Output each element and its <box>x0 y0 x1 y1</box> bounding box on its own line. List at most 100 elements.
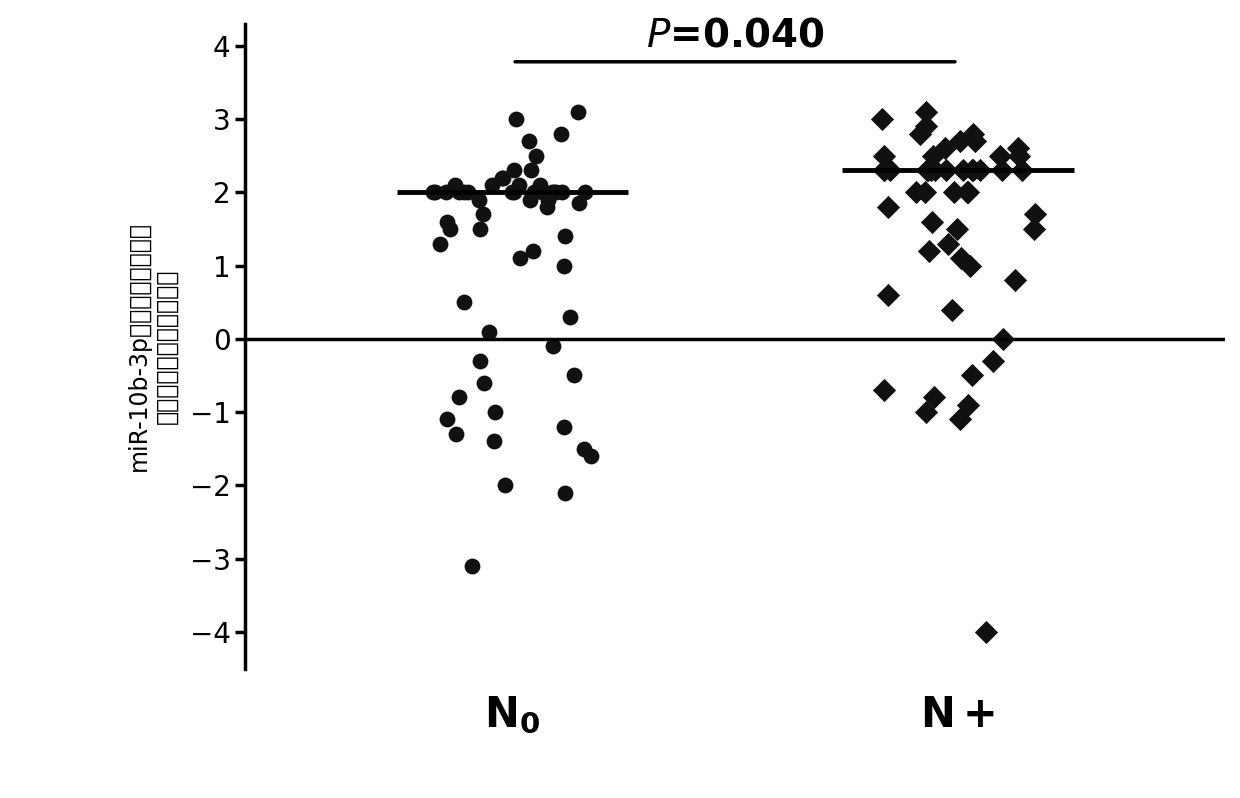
Point <box>963 127 983 140</box>
Point <box>920 164 940 176</box>
Point <box>960 259 980 272</box>
Point <box>992 164 1012 176</box>
Point <box>942 303 962 316</box>
Point <box>878 200 898 213</box>
Point <box>925 164 945 176</box>
Point <box>569 197 589 210</box>
Point <box>523 186 543 199</box>
Point <box>556 230 575 243</box>
Point <box>484 435 503 448</box>
Point <box>552 127 572 140</box>
Point <box>924 149 944 162</box>
Point <box>436 215 456 228</box>
Point <box>874 164 894 176</box>
Point <box>449 186 469 199</box>
Point <box>950 135 970 148</box>
Point <box>1024 223 1044 235</box>
Point <box>537 200 557 213</box>
Point <box>559 310 579 323</box>
Point <box>502 186 522 199</box>
Point <box>1009 149 1029 162</box>
Point <box>510 252 529 265</box>
Point <box>916 164 936 176</box>
Point <box>879 289 899 302</box>
Point <box>538 193 558 206</box>
Y-axis label: miR-10b-3p在有无淋巴结转组
的食管鸞癌组织中的表达: miR-10b-3p在有无淋巴结转组 的食管鸞癌组织中的表达 <box>126 221 179 471</box>
Point <box>983 354 1003 367</box>
Point <box>463 559 482 572</box>
Point <box>874 164 894 176</box>
Point <box>923 215 942 228</box>
Point <box>553 186 573 199</box>
Point <box>553 259 573 272</box>
Point <box>959 186 978 199</box>
Point <box>531 179 551 192</box>
Point <box>546 186 565 199</box>
Point <box>543 340 563 353</box>
Point <box>554 421 574 433</box>
Text: $\it{P}$=0.040: $\it{P}$=0.040 <box>646 17 825 54</box>
Point <box>449 391 469 404</box>
Point <box>521 193 541 206</box>
Point <box>1004 274 1024 286</box>
Point <box>505 164 525 176</box>
Point <box>916 120 936 132</box>
Point <box>425 186 445 199</box>
Point <box>445 179 465 192</box>
Point <box>954 164 973 176</box>
Point <box>880 164 900 176</box>
Point <box>916 105 936 118</box>
Point <box>492 172 512 184</box>
Point <box>935 142 955 155</box>
Point <box>474 207 494 220</box>
Point <box>430 237 450 250</box>
Point <box>936 164 956 176</box>
Point <box>924 391 944 404</box>
Point <box>470 354 490 367</box>
Point <box>915 405 935 418</box>
Point <box>505 186 525 199</box>
Point <box>544 186 564 199</box>
Point <box>423 186 443 199</box>
Point <box>939 237 959 250</box>
Point <box>963 164 983 176</box>
Point <box>527 149 547 162</box>
Point <box>454 296 474 309</box>
Point <box>574 442 594 455</box>
Point <box>454 186 474 199</box>
Text: $\mathbf{N_0}$: $\mathbf{N_0}$ <box>485 694 541 737</box>
Point <box>479 325 498 338</box>
Point <box>568 105 588 118</box>
Point <box>438 413 458 426</box>
Point <box>440 223 460 235</box>
Point <box>542 186 562 199</box>
Point <box>915 186 935 199</box>
Point <box>918 164 937 176</box>
Point <box>494 172 513 184</box>
Point <box>947 223 967 235</box>
Point <box>1024 207 1044 220</box>
Point <box>469 193 489 206</box>
Point <box>962 369 982 382</box>
Point <box>910 127 930 140</box>
Point <box>554 487 574 500</box>
Point <box>523 244 543 257</box>
Point <box>580 450 600 463</box>
Point <box>874 384 894 397</box>
Point <box>436 186 456 199</box>
Point <box>575 186 595 199</box>
Point <box>470 223 490 235</box>
Point <box>532 186 552 199</box>
Point <box>976 626 996 638</box>
Point <box>521 164 541 176</box>
Point <box>957 186 977 199</box>
Text: $\mathbf{N+}$: $\mathbf{N+}$ <box>920 694 996 737</box>
Point <box>506 113 526 125</box>
Point <box>944 186 963 199</box>
Point <box>965 135 985 148</box>
Point <box>993 333 1013 346</box>
Point <box>482 179 502 192</box>
Point <box>564 369 584 382</box>
Point <box>919 244 939 257</box>
Point <box>1008 142 1028 155</box>
